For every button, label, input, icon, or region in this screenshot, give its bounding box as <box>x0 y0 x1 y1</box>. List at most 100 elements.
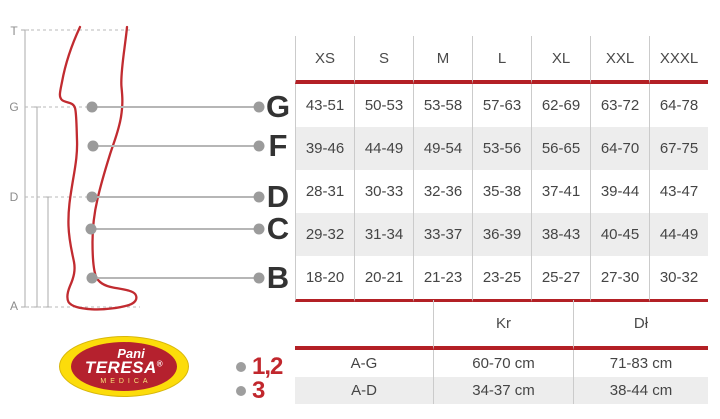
size-cell: 57-63 <box>472 84 531 127</box>
length-table-header: Kr Dł <box>295 300 708 350</box>
size-cell: 30-33 <box>354 170 413 213</box>
size-row-c: 29-32 31-34 33-37 36-39 38-43 40-45 44-4… <box>295 213 708 256</box>
row-letter-f: F <box>268 128 288 163</box>
length-row-ad: A-D 34-37 cm 38-44 cm <box>295 377 708 404</box>
size-col-header-xl: XL <box>531 36 590 84</box>
length-col-header-kr: Kr <box>433 300 573 350</box>
size-row-d: 28-31 30-33 32-36 35-38 37-41 39-44 43-4… <box>295 170 708 213</box>
pointer-dot-leg-g <box>86 101 98 113</box>
pointer-dots <box>85 101 265 284</box>
variant-marker-label: 3 <box>252 377 265 404</box>
variant-marker-3: 3 <box>236 377 265 404</box>
length-table-header-row: Kr Dł <box>295 300 708 350</box>
size-cell: 29-32 <box>295 213 354 256</box>
logo-medica-text: MEDICA <box>100 377 152 385</box>
pointer-dot-end-g <box>253 101 265 113</box>
size-cell: 37-41 <box>531 170 590 213</box>
size-table-header: XS S M L XL XXL XXXL <box>295 36 708 84</box>
row-letter-b: B <box>266 260 290 295</box>
size-table: XS S M L XL XXL XXXL 43-51 50-53 53-58 5… <box>295 36 708 302</box>
size-cell: 44-49 <box>354 127 413 170</box>
size-cell: 67-75 <box>649 127 708 170</box>
variant-marker-label: 1,2 <box>252 353 283 380</box>
brand-logo: Pani TERESA® MEDICA <box>59 336 189 397</box>
size-cell: 28-31 <box>295 170 354 213</box>
length-row-label: A-D <box>295 377 433 404</box>
bullet-dot-icon <box>236 386 246 396</box>
brand-logo-inner: Pani TERESA® MEDICA <box>71 342 177 391</box>
pointer-dot-leg-b <box>86 272 98 284</box>
size-cell: 44-49 <box>649 213 708 256</box>
logo-teresa-word: TERESA <box>84 357 157 377</box>
measurement-lines <box>21 29 52 308</box>
size-cell: 27-30 <box>590 256 649 302</box>
length-cell-dl: 71-83 cm <box>573 350 708 377</box>
size-col-header-s: S <box>354 36 413 84</box>
size-cell: 25-27 <box>531 256 590 302</box>
size-cell: 39-44 <box>590 170 649 213</box>
size-cell: 18-20 <box>295 256 354 302</box>
logo-teresa-text: TERESA® <box>84 357 164 377</box>
registered-trademark-icon: ® <box>156 358 164 368</box>
size-table-header-row: XS S M L XL XXL XXXL <box>295 36 708 84</box>
pointer-dot-end-d <box>253 191 265 203</box>
size-col-header-xxl: XXL <box>590 36 649 84</box>
length-corner-cell <box>295 300 433 350</box>
size-cell: 43-47 <box>649 170 708 213</box>
length-cell-dl: 38-44 cm <box>573 377 708 404</box>
size-cell: 38-43 <box>531 213 590 256</box>
length-row-ag: A-G 60-70 cm 71-83 cm <box>295 350 708 377</box>
size-cell: 39-46 <box>295 127 354 170</box>
size-col-header-m: M <box>413 36 472 84</box>
pointer-lines <box>91 106 259 279</box>
axis-label-t: T <box>10 24 18 38</box>
pointer-dot-leg-c <box>85 223 97 235</box>
size-col-header-xs: XS <box>295 36 354 84</box>
size-cell: 36-39 <box>472 213 531 256</box>
size-row-b: 18-20 20-21 21-23 23-25 25-27 27-30 30-3… <box>295 256 708 302</box>
length-table: Kr Dł A-G 60-70 cm 71-83 cm A-D 34-37 cm… <box>295 300 708 404</box>
size-cell: 56-65 <box>531 127 590 170</box>
row-letter-c: C <box>266 211 290 246</box>
pointer-dot-end-b <box>253 272 265 284</box>
length-col-header-dl: Dł <box>573 300 708 350</box>
length-cell-kr: 60-70 cm <box>433 350 573 377</box>
size-cell: 20-21 <box>354 256 413 302</box>
size-cell: 21-23 <box>413 256 472 302</box>
size-col-header-xxxl: XXXL <box>649 36 708 84</box>
size-cell: 63-72 <box>590 84 649 127</box>
axis-label-a: A <box>9 299 18 313</box>
length-row-label: A-G <box>350 355 378 372</box>
size-cell: 23-25 <box>472 256 531 302</box>
length-cell-kr: 34-37 cm <box>433 377 573 404</box>
size-cell: 35-38 <box>472 170 531 213</box>
leg-diagram <box>21 25 265 311</box>
size-cell: 33-37 <box>413 213 472 256</box>
variant-marker-12: 1,2 <box>236 353 283 380</box>
size-cell: 43-51 <box>295 84 354 127</box>
size-cell: 53-56 <box>472 127 531 170</box>
axis-label-g: G <box>9 100 19 114</box>
pointer-dot-end-c <box>253 223 265 235</box>
size-cell: 53-58 <box>413 84 472 127</box>
axis-label-d: D <box>9 190 19 204</box>
size-cell: 49-54 <box>413 127 472 170</box>
pointer-dot-leg-d <box>86 191 98 203</box>
logo-pani-text: Pani <box>117 345 145 361</box>
pointer-dot-leg-f <box>87 140 99 152</box>
row-letter-d: D <box>266 179 290 214</box>
size-cell: 50-53 <box>354 84 413 127</box>
row-letter-g: G <box>265 89 291 124</box>
size-cell: 62-69 <box>531 84 590 127</box>
size-cell: 30-32 <box>649 256 708 302</box>
size-cell: 64-70 <box>590 127 649 170</box>
bullet-dot-icon <box>236 362 246 372</box>
leg-outline <box>58 25 138 311</box>
size-col-header-l: L <box>472 36 531 84</box>
size-cell: 40-45 <box>590 213 649 256</box>
size-cell: 64-78 <box>649 84 708 127</box>
size-row-f: 39-46 44-49 49-54 53-56 56-65 64-70 67-7… <box>295 127 708 170</box>
size-cell: 31-34 <box>354 213 413 256</box>
pointer-dot-end-f <box>253 140 265 152</box>
